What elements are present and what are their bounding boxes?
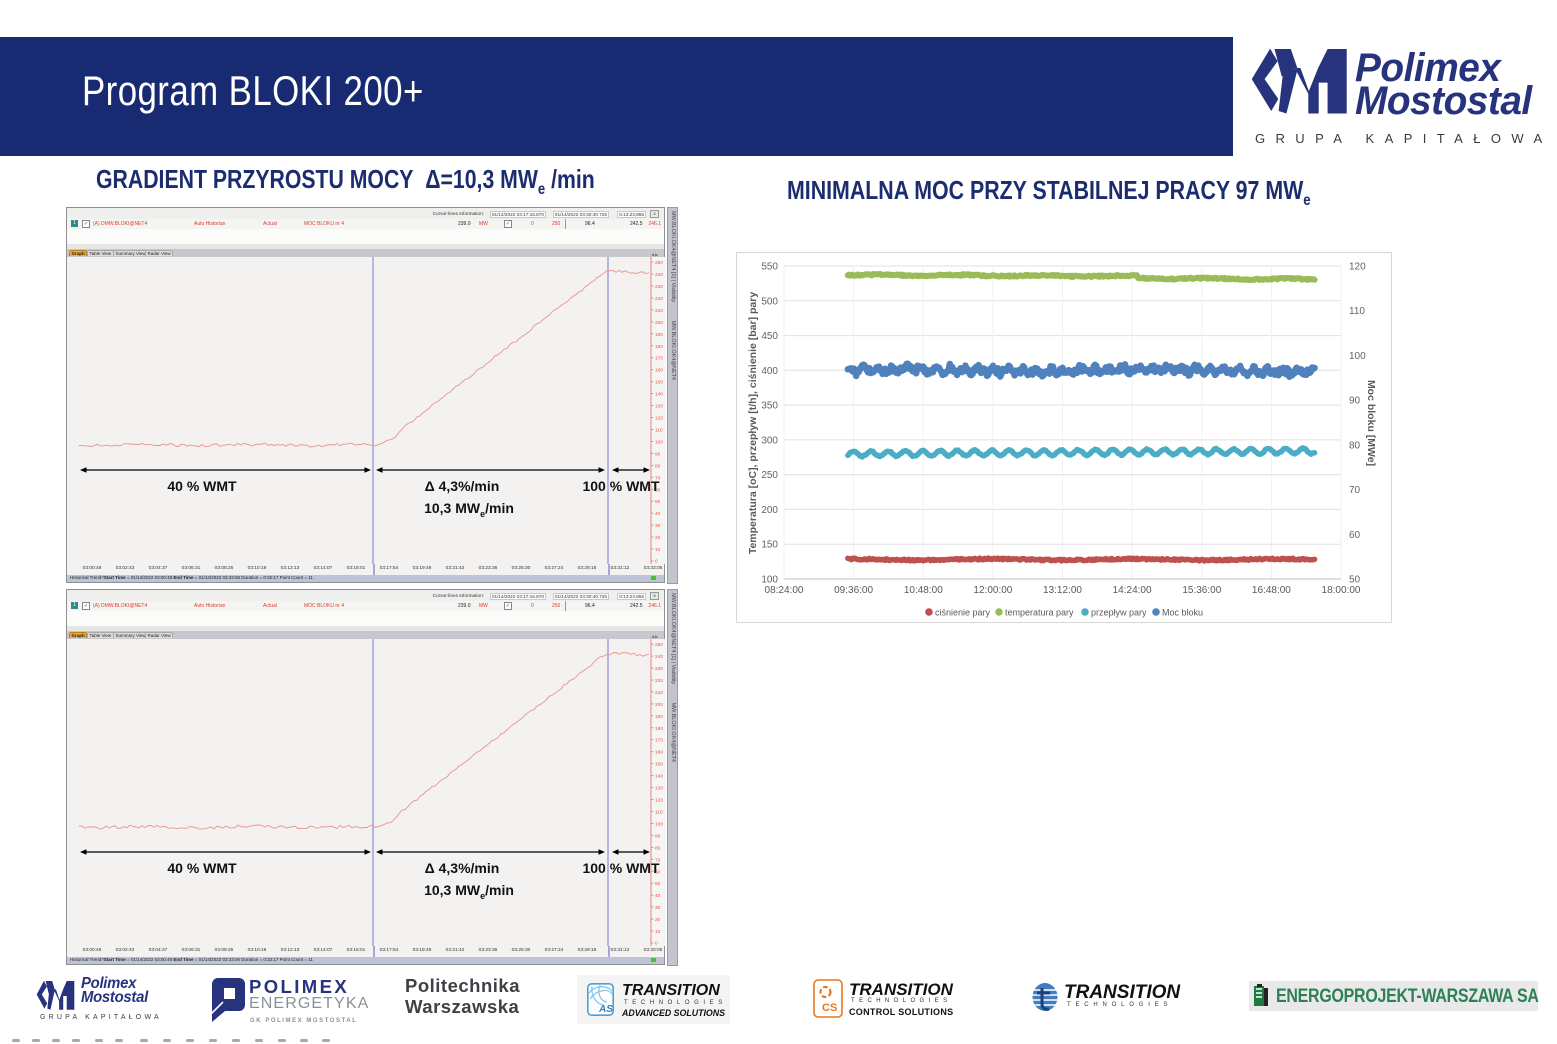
svg-text:CS: CS [822,1002,837,1014]
svg-text:250: 250 [761,470,778,481]
svg-text:100: 100 [1349,351,1366,362]
svg-text:Moc bloku: Moc bloku [1162,608,1203,618]
svg-text:550: 550 [761,262,778,273]
svg-text:180: 180 [655,344,663,350]
svg-text:30: 30 [655,523,661,529]
svg-text:350: 350 [761,401,778,412]
svg-text:300: 300 [761,435,778,446]
svg-text:150: 150 [761,540,778,551]
svg-text:180: 180 [655,726,663,732]
svg-text:10: 10 [655,929,661,935]
svg-text:230: 230 [655,284,663,290]
svg-text:90: 90 [1349,396,1361,407]
svg-text:100: 100 [655,821,663,827]
svg-text:190: 190 [655,714,663,720]
svg-text:230: 230 [655,666,663,672]
svg-text:50: 50 [655,881,661,887]
svg-text:13:12:00: 13:12:00 [1043,585,1082,596]
svg-text:80: 80 [655,463,661,469]
svg-text:150: 150 [655,380,663,386]
svg-text:100: 100 [761,575,778,586]
svg-text:Moc bloku [MWe]: Moc bloku [MWe] [1365,380,1377,466]
svg-text:240: 240 [655,272,663,278]
svg-text:500: 500 [761,296,778,307]
svg-text:210: 210 [655,308,663,314]
svg-text:220: 220 [655,296,663,302]
svg-text:130: 130 [655,786,663,792]
svg-text:160: 160 [655,368,663,374]
svg-text:160: 160 [655,750,663,756]
svg-text:50: 50 [1349,575,1361,586]
svg-text:0: 0 [655,559,658,565]
svg-text:temperatura pary: temperatura pary [1005,608,1074,618]
svg-text:90: 90 [655,451,661,457]
svg-text:90: 90 [655,833,661,839]
svg-text:30: 30 [655,905,661,911]
svg-text:40: 40 [655,511,661,517]
svg-text:60: 60 [655,869,661,875]
svg-text:60: 60 [1349,530,1361,541]
svg-text:09:36:00: 09:36:00 [834,585,873,596]
svg-text:0: 0 [655,941,658,947]
svg-text:120: 120 [1349,262,1366,273]
svg-text:150: 150 [655,762,663,768]
svg-text:80: 80 [655,845,661,851]
svg-text:ciśnienie pary: ciśnienie pary [935,608,991,618]
svg-text:60: 60 [655,487,661,493]
svg-text:80: 80 [1349,440,1361,451]
svg-text:190: 190 [655,332,663,338]
svg-text:400: 400 [761,366,778,377]
svg-text:140: 140 [655,774,663,780]
svg-text:200: 200 [761,505,778,516]
svg-text:210: 210 [655,690,663,696]
svg-text:450: 450 [761,331,778,342]
svg-text:18:00:00: 18:00:00 [1322,585,1361,596]
svg-text:50: 50 [655,499,661,505]
svg-text:240: 240 [655,654,663,660]
svg-text:100: 100 [655,439,663,445]
svg-text:20: 20 [655,917,661,923]
svg-text:16:48:00: 16:48:00 [1252,585,1291,596]
svg-text:12:00:00: 12:00:00 [973,585,1012,596]
svg-text:08:24:00: 08:24:00 [765,585,804,596]
svg-text:70: 70 [655,475,661,481]
svg-text:110: 110 [1349,306,1365,317]
svg-text:70: 70 [1349,485,1361,496]
svg-text:220: 220 [655,678,663,684]
svg-text:Temperatura [oC], przepływ [t/: Temperatura [oC], przepływ [t/h], ciśnie… [747,292,759,555]
svg-text:przepływ pary: przepływ pary [1091,608,1147,618]
svg-text:40: 40 [655,893,661,899]
svg-text:140: 140 [655,392,663,398]
svg-text:200: 200 [655,702,663,708]
svg-text:170: 170 [655,738,663,744]
svg-text:200: 200 [655,320,663,326]
svg-text:250: 250 [655,260,663,266]
svg-text:170: 170 [655,356,663,362]
svg-text:20: 20 [655,535,661,541]
svg-text:120: 120 [655,416,663,422]
svg-text:15:36:00: 15:36:00 [1182,585,1221,596]
svg-text:14:24:00: 14:24:00 [1113,585,1152,596]
svg-text:120: 120 [655,798,663,804]
svg-text:130: 130 [655,404,663,410]
svg-text:10: 10 [655,547,661,553]
svg-text:110: 110 [655,428,663,434]
svg-text:250: 250 [655,642,663,648]
svg-text:10:48:00: 10:48:00 [904,585,943,596]
svg-text:110: 110 [655,810,663,816]
svg-text:70: 70 [655,857,661,863]
svg-text:AS: AS [598,1004,613,1015]
